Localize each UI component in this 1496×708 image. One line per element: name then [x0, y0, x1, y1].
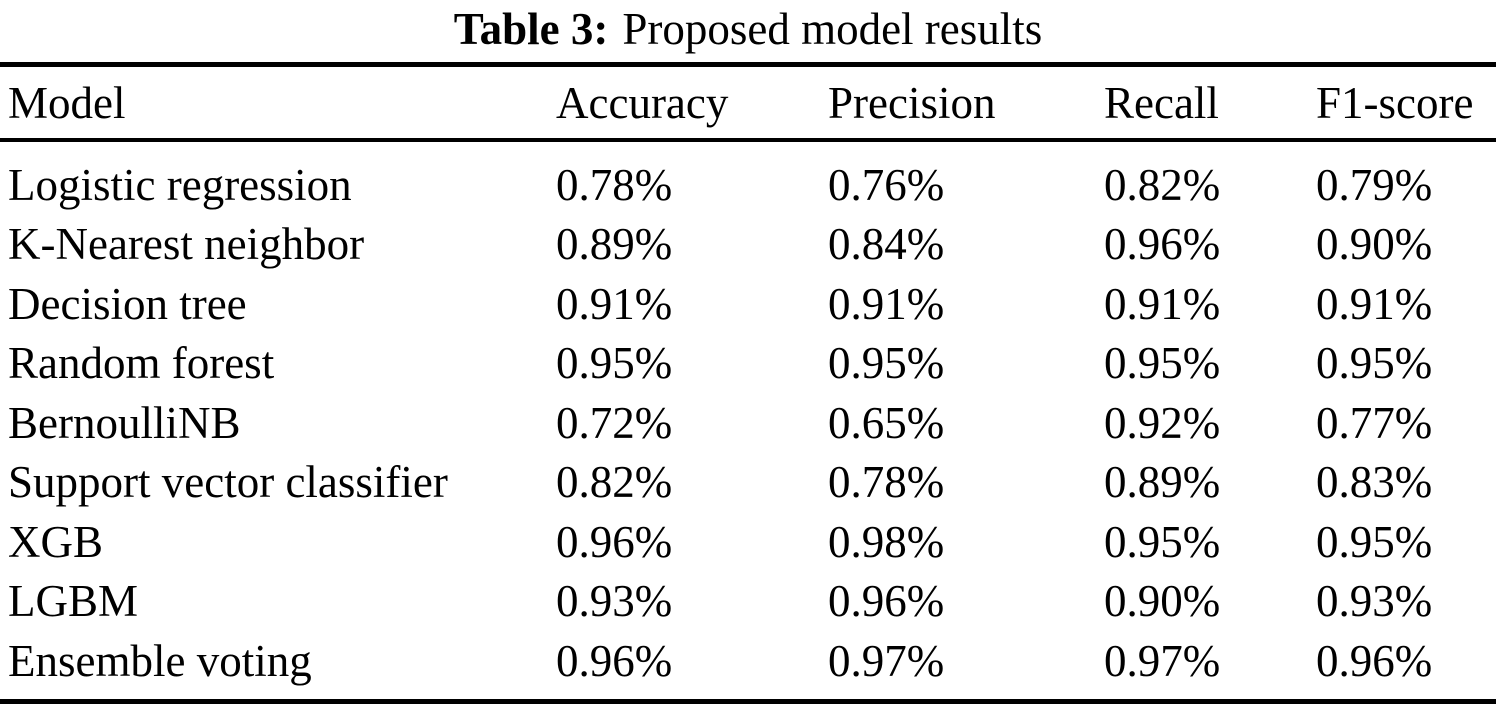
column-header-recall: Recall — [1104, 77, 1219, 128]
accuracy-cell: 0.93% — [556, 576, 673, 627]
table-row: K-Nearest neighbor 0.89% 0.84% 0.96% 0.9… — [0, 215, 1496, 275]
precision-cell: 0.98% — [828, 516, 945, 567]
accuracy-cell: 0.78% — [556, 159, 673, 210]
precision-cell: 0.95% — [828, 338, 945, 389]
precision-cell: 0.96% — [828, 576, 945, 627]
recall-cell: 0.82% — [1104, 159, 1221, 210]
accuracy-cell: 0.95% — [556, 338, 673, 389]
recall-cell: 0.97% — [1104, 635, 1221, 686]
model-name-cell: LGBM — [8, 576, 139, 627]
model-name-cell: Decision tree — [8, 278, 247, 329]
f1-score-cell: 0.95% — [1316, 338, 1433, 389]
table-body: Logistic regression 0.78% 0.76% 0.82% 0.… — [0, 142, 1496, 699]
table-row: Random forest 0.95% 0.95% 0.95% 0.95% — [0, 334, 1496, 394]
model-name-cell: Ensemble voting — [8, 635, 312, 686]
column-header-precision: Precision — [828, 77, 996, 128]
recall-cell: 0.95% — [1104, 338, 1221, 389]
table-header-row: Model Accuracy Precision Recall F1-score — [0, 67, 1496, 142]
precision-cell: 0.97% — [828, 635, 945, 686]
model-name-cell: Random forest — [8, 338, 275, 389]
model-name-cell: Support vector classifier — [8, 457, 448, 508]
table-row: Decision tree 0.91% 0.91% 0.91% 0.91% — [0, 274, 1496, 334]
model-name-cell: XGB — [8, 516, 104, 567]
recall-cell: 0.96% — [1104, 219, 1221, 270]
f1-score-cell: 0.96% — [1316, 635, 1433, 686]
recall-cell: 0.95% — [1104, 516, 1221, 567]
column-header-model: Model — [8, 77, 126, 128]
column-header-accuracy: Accuracy — [556, 77, 729, 128]
recall-cell: 0.91% — [1104, 278, 1221, 329]
f1-score-cell: 0.90% — [1316, 219, 1433, 270]
column-header-f1-score: F1-score — [1316, 77, 1474, 128]
f1-score-cell: 0.93% — [1316, 576, 1433, 627]
recall-cell: 0.92% — [1104, 397, 1221, 448]
accuracy-cell: 0.72% — [556, 397, 673, 448]
f1-score-cell: 0.83% — [1316, 457, 1433, 508]
model-name-cell: Logistic regression — [8, 159, 352, 210]
accuracy-cell: 0.89% — [556, 219, 673, 270]
precision-cell: 0.91% — [828, 278, 945, 329]
table-caption: Table 3: Proposed model results — [0, 0, 1496, 62]
table-row: XGB 0.96% 0.98% 0.95% 0.95% — [0, 512, 1496, 572]
f1-score-cell: 0.77% — [1316, 397, 1433, 448]
precision-cell: 0.65% — [828, 397, 945, 448]
accuracy-cell: 0.91% — [556, 278, 673, 329]
recall-cell: 0.89% — [1104, 457, 1221, 508]
model-name-cell: BernoulliNB — [8, 397, 241, 448]
f1-score-cell: 0.91% — [1316, 278, 1433, 329]
table-row: Ensemble voting 0.96% 0.97% 0.97% 0.96% — [0, 631, 1496, 691]
precision-cell: 0.78% — [828, 457, 945, 508]
accuracy-cell: 0.96% — [556, 635, 673, 686]
precision-cell: 0.84% — [828, 219, 945, 270]
f1-score-cell: 0.79% — [1316, 159, 1433, 210]
table-row: Support vector classifier 0.82% 0.78% 0.… — [0, 453, 1496, 513]
results-table: Model Accuracy Precision Recall F1-score… — [0, 62, 1496, 704]
accuracy-cell: 0.82% — [556, 457, 673, 508]
accuracy-cell: 0.96% — [556, 516, 673, 567]
table-row: LGBM 0.93% 0.96% 0.90% 0.93% — [0, 572, 1496, 632]
table-row: Logistic regression 0.78% 0.76% 0.82% 0.… — [0, 155, 1496, 215]
table-caption-title: Proposed model results — [622, 4, 1043, 54]
f1-score-cell: 0.95% — [1316, 516, 1433, 567]
precision-cell: 0.76% — [828, 159, 945, 210]
recall-cell: 0.90% — [1104, 576, 1221, 627]
model-name-cell: K-Nearest neighbor — [8, 219, 365, 270]
table-caption-label: Table 3: — [453, 4, 609, 54]
table-row: BernoulliNB 0.72% 0.65% 0.92% 0.77% — [0, 393, 1496, 453]
